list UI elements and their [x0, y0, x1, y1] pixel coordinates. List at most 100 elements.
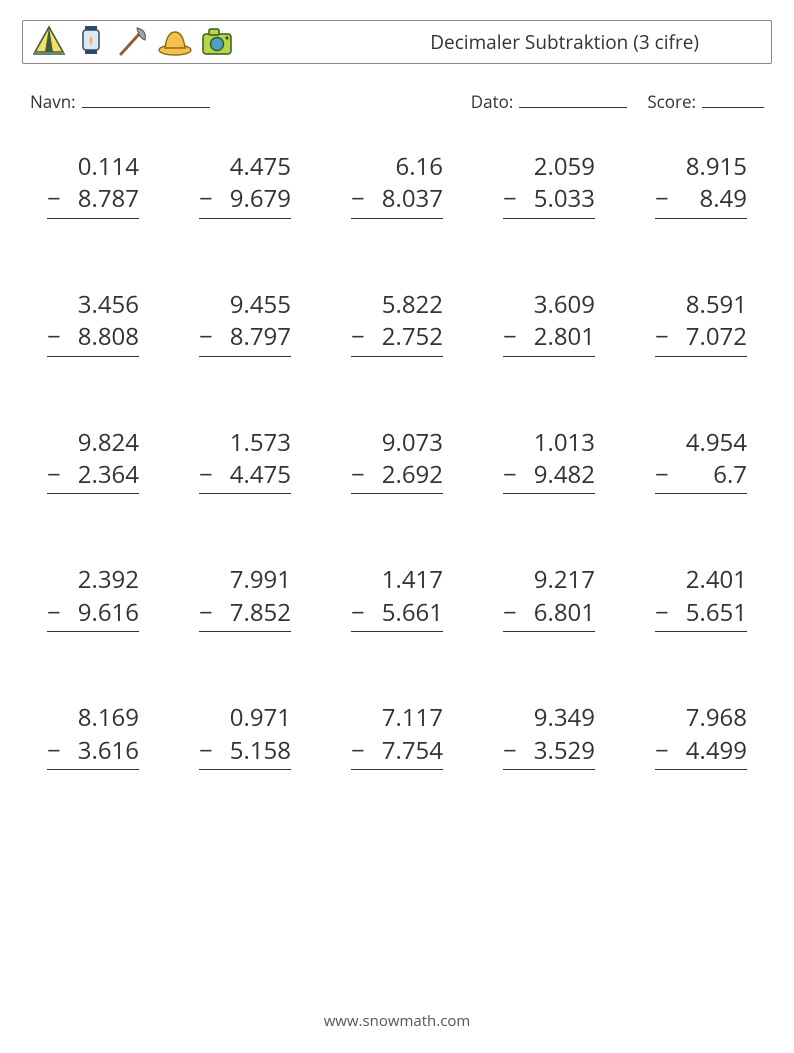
score-label: Score:	[647, 90, 696, 113]
subtrahend: −4.499	[655, 735, 747, 770]
date-blank[interactable]	[519, 90, 627, 108]
subtraction-problem: 1.573−4.475	[178, 427, 312, 495]
minuend: 1.013	[503, 427, 595, 459]
minuend: 1.417	[351, 564, 443, 596]
subtraction-problem: 3.609−2.801	[482, 289, 616, 357]
subtrahend: −9.482	[503, 459, 595, 494]
subtrahend: −2.801	[503, 321, 595, 356]
subtraction-problem: 9.217−6.801	[482, 564, 616, 632]
subtraction-problem: 7.991−7.852	[178, 564, 312, 632]
date-label: Dato:	[471, 90, 514, 113]
minus-sign: −	[47, 597, 61, 629]
subtraction-problem: 2.401−5.651	[634, 564, 768, 632]
subtrahend: −4.475	[199, 459, 291, 494]
subtraction-problem: 7.117−7.754	[330, 702, 464, 770]
subtrahend: −5.033	[503, 183, 595, 218]
subtrahend-value: 7.852	[213, 597, 291, 629]
worksheet-title: Decimaler Subtraktion (3 cifre)	[430, 29, 759, 55]
minuend: 8.915	[655, 151, 747, 183]
minuend: 9.073	[351, 427, 443, 459]
minus-sign: −	[199, 597, 213, 629]
score-blank[interactable]	[702, 90, 764, 108]
minus-sign: −	[351, 321, 365, 353]
subtrahend: −6.7	[655, 459, 747, 494]
header-box: Decimaler Subtraktion (3 cifre)	[22, 20, 772, 64]
subtrahend: −7.754	[351, 735, 443, 770]
meta-row: Navn: Dato: Score:	[30, 90, 764, 113]
subtrahend-value: 9.679	[213, 183, 291, 215]
subtraction-problem: 0.971−5.158	[178, 702, 312, 770]
subtraction-problem: 9.349−3.529	[482, 702, 616, 770]
minuend: 3.609	[503, 289, 595, 321]
minus-sign: −	[199, 735, 213, 767]
icons-strip	[29, 22, 237, 62]
subtraction-problem: 1.013−9.482	[482, 427, 616, 495]
subtrahend: −5.158	[199, 735, 291, 770]
subtrahend: −6.801	[503, 597, 595, 632]
subtraction-problem: 7.968−4.499	[634, 702, 768, 770]
minus-sign: −	[47, 183, 61, 215]
subtrahend: −7.852	[199, 597, 291, 632]
meta-left: Navn:	[30, 90, 210, 113]
subtrahend-value: 5.033	[517, 183, 595, 215]
subtrahend-value: 6.7	[669, 459, 747, 491]
subtraction-problem: 2.059−5.033	[482, 151, 616, 219]
minuend: 1.573	[199, 427, 291, 459]
minuend: 2.392	[47, 564, 139, 596]
minuend: 4.475	[199, 151, 291, 183]
subtraction-problem: 6.16−8.037	[330, 151, 464, 219]
name-label: Navn:	[30, 90, 76, 113]
subtrahend-value: 8.787	[61, 183, 139, 215]
subtrahend: −3.529	[503, 735, 595, 770]
subtrahend: −8.037	[351, 183, 443, 218]
minus-sign: −	[199, 321, 213, 353]
minus-sign: −	[47, 735, 61, 767]
subtraction-problem: 9.073−2.692	[330, 427, 464, 495]
minus-sign: −	[655, 321, 669, 353]
minus-sign: −	[351, 459, 365, 491]
subtrahend-value: 9.482	[517, 459, 595, 491]
subtraction-problem: 5.822−2.752	[330, 289, 464, 357]
name-blank[interactable]	[82, 90, 210, 108]
minus-sign: −	[503, 459, 517, 491]
subtrahend-value: 2.692	[365, 459, 443, 491]
subtrahend-value: 4.475	[213, 459, 291, 491]
subtrahend: −2.364	[47, 459, 139, 494]
subtraction-problem: 4.954−6.7	[634, 427, 768, 495]
subtraction-problem: 2.392−9.616	[26, 564, 160, 632]
minus-sign: −	[47, 459, 61, 491]
minus-sign: −	[503, 597, 517, 629]
subtrahend-value: 5.158	[213, 735, 291, 767]
subtrahend-value: 5.651	[669, 597, 747, 629]
subtrahend: −3.616	[47, 735, 139, 770]
subtraction-problem: 0.114−8.787	[26, 151, 160, 219]
subtrahend-value: 9.616	[61, 597, 139, 629]
subtraction-problem: 9.455−8.797	[178, 289, 312, 357]
subtrahend: −8.49	[655, 183, 747, 218]
subtrahend-value: 7.072	[669, 321, 747, 353]
subtraction-problem: 1.417−5.661	[330, 564, 464, 632]
minus-sign: −	[655, 597, 669, 629]
subtrahend-value: 8.49	[669, 183, 747, 215]
minuend: 0.114	[47, 151, 139, 183]
subtrahend-value: 3.529	[517, 735, 595, 767]
minuend: 7.991	[199, 564, 291, 596]
footer-text: www.snowmath.com	[0, 1011, 794, 1031]
subtrahend: −7.072	[655, 321, 747, 356]
meta-right: Dato: Score:	[471, 90, 764, 113]
subtrahend: −8.797	[199, 321, 291, 356]
subtraction-problem: 8.591−7.072	[634, 289, 768, 357]
minuend: 8.169	[47, 702, 139, 734]
subtrahend-value: 7.754	[365, 735, 443, 767]
axe-icon	[113, 22, 153, 62]
minus-sign: −	[655, 459, 669, 491]
subtrahend-value: 8.808	[61, 321, 139, 353]
subtrahend-value: 3.616	[61, 735, 139, 767]
minuend: 8.591	[655, 289, 747, 321]
subtrahend-value: 4.499	[669, 735, 747, 767]
subtrahend-value: 8.797	[213, 321, 291, 353]
camera-icon	[197, 22, 237, 62]
subtrahend-value: 5.661	[365, 597, 443, 629]
subtrahend: −8.787	[47, 183, 139, 218]
subtraction-problem: 4.475−9.679	[178, 151, 312, 219]
